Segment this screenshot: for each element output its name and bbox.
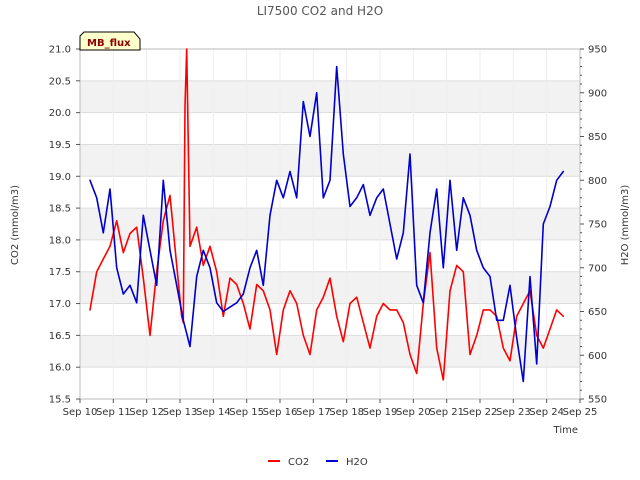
legend-label-co2: CO2 — [288, 457, 309, 468]
legend-label-h2o: H2O — [346, 457, 368, 468]
x-tick-label: Sep 15 — [229, 407, 264, 418]
badge: MB_flux — [79, 31, 141, 51]
right-tick-label: 800 — [588, 176, 607, 187]
plot-band — [80, 335, 580, 368]
right-tick-label: 750 — [588, 220, 607, 231]
left-tick-label: 19.5 — [49, 140, 71, 151]
right-tick-label: 700 — [588, 263, 607, 274]
right-tick-label: 600 — [588, 351, 607, 362]
x-tick-label: Sep 10 — [63, 407, 98, 418]
left-tick-label: 16.0 — [49, 363, 71, 374]
right-axis: 550 600 650 700 750 800 850 900 950 — [580, 45, 607, 406]
x-tick-label: Sep 24 — [529, 407, 564, 418]
series-line-h2o — [89, 65, 565, 383]
x-tick-label: Sep 18 — [329, 407, 364, 418]
legend: CO2 H2O — [268, 457, 368, 468]
x-tick-label: Sep 17 — [296, 407, 331, 418]
left-tick-label: 16.5 — [49, 331, 71, 342]
left-tick-label: 18.5 — [49, 204, 71, 215]
right-axis-title: H2O (mmol/m3) — [620, 185, 631, 266]
right-tick-label: 950 — [588, 45, 607, 56]
badge-label: MB_flux — [87, 38, 131, 49]
x-tick-label: Sep 13 — [163, 407, 198, 418]
chart-title: LI7500 CO2 and H2O — [257, 4, 383, 18]
left-tick-label: 17.5 — [49, 267, 71, 278]
left-tick-label: 20.5 — [49, 76, 71, 87]
x-tick-label: Sep 23 — [496, 407, 531, 418]
left-axis-title: CO2 (mmol/m3) — [10, 185, 21, 265]
x-tick-label: Sep 22 — [463, 407, 498, 418]
left-tick-label: 17.0 — [49, 299, 71, 310]
grid-lines — [79, 48, 581, 400]
x-tick-label: Sep 25 — [563, 407, 598, 418]
series-layer — [89, 48, 565, 383]
x-tick-label: Sep 20 — [396, 407, 431, 418]
plot-band — [80, 271, 580, 304]
left-tick-label: 21.0 — [49, 45, 71, 56]
left-tick-label: 18.0 — [49, 235, 71, 246]
plot-band — [80, 208, 580, 240]
left-axis: 15.5 16.0 16.5 17.0 17.5 18.0 18.5 19.0 19.5 20.0… — [49, 45, 80, 406]
left-tick-label: 19.0 — [49, 172, 71, 183]
x-tick-label: Sep 19 — [363, 407, 398, 418]
x-tick-label: Sep 16 — [263, 407, 298, 418]
x-tick-label: Sep 21 — [429, 407, 464, 418]
right-tick-label: 850 — [588, 132, 607, 143]
plot-band — [80, 80, 580, 113]
x-tick-label: Sep 14 — [196, 407, 231, 418]
right-tick-label: 550 — [588, 395, 607, 406]
badge-shape — [79, 31, 141, 51]
left-tick-label: 20.0 — [49, 108, 71, 119]
plot-bands — [80, 80, 580, 368]
x-tick-label: Sep 11 — [96, 407, 131, 418]
right-tick-label: 900 — [588, 88, 607, 99]
x-tick-label: Sep 12 — [129, 407, 164, 418]
left-tick-label: 15.5 — [49, 395, 71, 406]
x-axis-title: Time — [553, 425, 578, 436]
right-tick-label: 650 — [588, 307, 607, 318]
series-line-co2 — [89, 48, 565, 381]
